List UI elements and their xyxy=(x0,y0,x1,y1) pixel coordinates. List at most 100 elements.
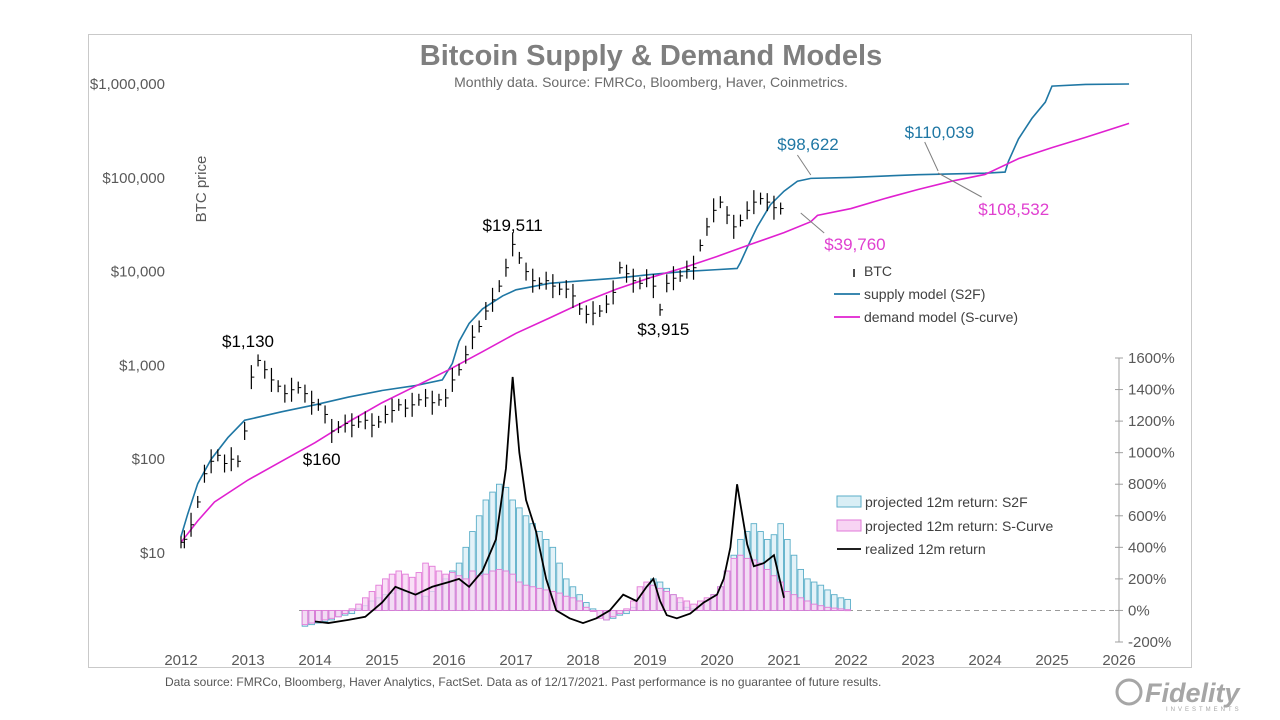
realized-return-line xyxy=(314,376,785,625)
y-axis-ticks: $10 $100 $1,000 $10,000 $100,000 $1,000,000 xyxy=(90,76,165,562)
chart-frame: Bitcoin Supply & Demand Models Monthly d… xyxy=(88,34,1192,669)
y-tick-label: $1,000 xyxy=(119,357,165,374)
legend-label: BTC xyxy=(864,263,892,279)
legend-swatch-s2f_bar xyxy=(836,495,862,508)
x-tick-label: 2016 xyxy=(432,652,465,669)
legend-swatch-scurve_bar xyxy=(836,519,862,532)
scurve-bar xyxy=(563,595,570,611)
chart-subtitle: Monthly data. Source: FMRCo, Bloomberg, … xyxy=(454,74,848,90)
scurve-bar xyxy=(442,573,449,611)
demand-model-line xyxy=(180,122,1130,543)
scurve-bar xyxy=(643,581,650,611)
scurve-bar xyxy=(636,586,644,611)
scurve-bar xyxy=(542,589,550,611)
scurve-bar xyxy=(630,600,637,611)
scurve-bar xyxy=(797,597,805,611)
right-tick-label: 200% xyxy=(1128,571,1166,588)
scurve-bar xyxy=(482,573,490,611)
right-tick-label: 0% xyxy=(1128,602,1150,619)
right-tick-label: -200% xyxy=(1128,634,1171,651)
price-annotation: $108,532 xyxy=(978,200,1049,219)
right-tick-label: 1200% xyxy=(1128,413,1175,430)
annotation-leader-line xyxy=(924,141,939,172)
scurve-bar xyxy=(583,606,590,611)
scurve-bar xyxy=(362,597,369,611)
model-lines xyxy=(180,83,1130,549)
legend-label: projected 12m return: S2F xyxy=(865,494,1028,510)
x-tick-label: 2024 xyxy=(968,652,1001,669)
scurve-bar xyxy=(837,608,845,611)
fidelity-logo: Fidelity INVESTMENTS xyxy=(1115,678,1241,713)
scurve-bar xyxy=(817,605,825,611)
price-annotation: $110,039 xyxy=(905,123,975,142)
right-tick-label: 400% xyxy=(1128,539,1166,556)
scurve-bar xyxy=(522,584,530,611)
return-bars xyxy=(301,483,851,627)
scurve-bar xyxy=(663,591,671,611)
legend-label: supply model (S2F) xyxy=(864,286,985,302)
price-annotations: $1,130 $160 $19,511 $3,915 $98,622 $110,039 $3… xyxy=(222,123,1049,469)
scurve-bar xyxy=(375,584,382,611)
scurve-bar xyxy=(730,557,738,611)
scurve-bar xyxy=(824,606,831,611)
x-tick-label: 2015 xyxy=(365,652,398,669)
right-tick-label: 1600% xyxy=(1128,350,1175,367)
x-tick-label: 2014 xyxy=(298,652,331,669)
right-tick-label: 1000% xyxy=(1128,445,1175,462)
price-annotation: $160 xyxy=(303,450,341,469)
annotation-leader-line xyxy=(800,212,825,234)
scurve-bar xyxy=(455,575,463,611)
price-annotation: $19,511 xyxy=(483,216,543,235)
right-tick-label: 600% xyxy=(1128,508,1166,525)
scurve-bar xyxy=(790,594,798,611)
scurve-bar xyxy=(743,557,751,611)
legend-label: demand model (S-curve) xyxy=(864,309,1018,325)
scurve-bar xyxy=(569,597,577,611)
scurve-bar xyxy=(355,603,362,611)
scurve-bar xyxy=(616,609,624,615)
scurve-bar xyxy=(496,568,503,611)
y-tick-label: $10 xyxy=(140,545,165,562)
scurve-bar xyxy=(556,592,563,611)
y-axis-label: BTC price xyxy=(193,156,210,223)
x-tick-label: 2023 xyxy=(901,652,934,669)
scurve-bar xyxy=(449,572,456,611)
scurve-bar xyxy=(422,562,429,611)
y-tick-label: $100,000 xyxy=(102,170,165,187)
scurve-bar xyxy=(536,587,543,611)
legend-label: projected 12m return: S-Curve xyxy=(865,518,1054,534)
x-tick-label: 2012 xyxy=(164,652,197,669)
scurve-bar xyxy=(321,609,329,621)
legend-label: realized 12m return xyxy=(865,541,986,557)
scurve-bar xyxy=(710,594,717,611)
scurve-bar xyxy=(603,609,610,621)
scurve-bar xyxy=(348,608,356,611)
scurve-bar xyxy=(670,594,677,611)
scurve-bar xyxy=(489,570,496,611)
scurve-bar xyxy=(750,559,758,611)
x-tick-label: 2017 xyxy=(499,652,532,669)
annotation-leader-line xyxy=(796,154,812,176)
x-tick-label: 2022 xyxy=(834,652,867,669)
scurve-bar xyxy=(301,609,309,626)
scurve-bar xyxy=(589,609,597,612)
x-tick-label: 2021 xyxy=(767,652,800,669)
scurve-bar xyxy=(609,609,617,618)
scurve-bar xyxy=(469,570,476,611)
scurve-bar xyxy=(529,586,537,611)
scurve-bar xyxy=(784,591,791,611)
scurve-bar xyxy=(395,570,403,611)
scurve-bar xyxy=(462,578,470,611)
scurve-bar xyxy=(770,575,778,611)
scurve-bar xyxy=(623,608,630,611)
scurve-bar xyxy=(844,609,851,612)
scurve-bar xyxy=(723,570,731,611)
scurve-bar xyxy=(308,609,315,624)
y-tick-label: $10,000 xyxy=(111,264,165,281)
y-tick-label: $1,000,000 xyxy=(90,76,165,93)
price-annotation: $39,760 xyxy=(824,235,885,254)
scurve-bar xyxy=(764,568,771,611)
x-tick-label: 2019 xyxy=(633,652,666,669)
legend: BTC supply model (S2F) demand model (S-cur… xyxy=(834,263,1054,557)
